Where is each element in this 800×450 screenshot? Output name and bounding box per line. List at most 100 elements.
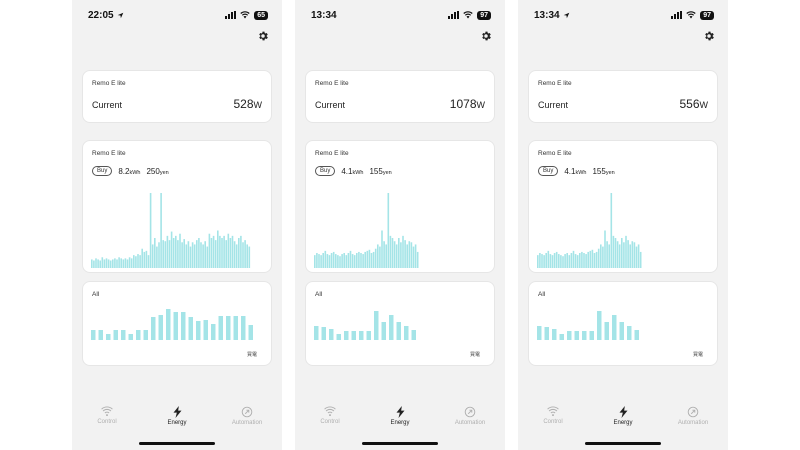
chart-bar: [400, 242, 402, 268]
chart-bar: [635, 246, 638, 268]
chart-bar: [120, 258, 122, 268]
daily-usage-chart: [91, 309, 253, 340]
chart-bar: [631, 241, 634, 268]
tab-automation[interactable]: Automation: [663, 406, 723, 426]
chart-bar: [414, 244, 417, 268]
chart-bar: [233, 241, 236, 268]
energy-usage-card[interactable]: Remo E lite Buy 4.1kWh 155yen: [305, 140, 495, 273]
chart-bar: [595, 251, 598, 268]
current-power-card[interactable]: Remo E lite Current 1078W: [305, 70, 495, 123]
energy-usage-card[interactable]: Remo E lite Buy 8.2kWh 250yen: [82, 140, 272, 273]
wifi-icon: [547, 406, 559, 417]
tab-control[interactable]: Control: [77, 406, 137, 426]
chart-bar: [585, 254, 587, 268]
chart-bar: [160, 193, 162, 268]
status-time: 13:34: [534, 10, 570, 21]
chart-bar: [121, 330, 126, 340]
chart-bar: [372, 251, 375, 268]
gear-icon[interactable]: [480, 30, 492, 42]
chart-bar: [246, 244, 248, 268]
chart-bar: [553, 253, 556, 268]
chart-bar: [149, 193, 152, 268]
chart-bar: [332, 251, 335, 268]
chart-bar: [185, 244, 188, 268]
chart-bar: [410, 242, 413, 268]
chart-bar: [151, 244, 154, 268]
chart-bar: [602, 246, 604, 268]
chart-bar: [98, 330, 103, 340]
chart-bar: [339, 256, 341, 268]
tab-automation[interactable]: Automation: [440, 406, 500, 426]
current-power-card[interactable]: Remo E lite Current 556W: [528, 70, 718, 123]
chart-bar: [221, 238, 223, 268]
chart-bar: [154, 238, 156, 268]
all-usage-card[interactable]: All 買電: [305, 281, 495, 366]
time-text: 13:34: [311, 9, 337, 21]
chart-bar: [359, 331, 364, 340]
status-bar: 13:34 97: [534, 8, 714, 22]
chart-bar: [223, 235, 225, 268]
all-usage-card[interactable]: All 買電: [82, 281, 272, 366]
chart-bar: [181, 242, 183, 268]
device-name: Remo E lite: [92, 150, 126, 157]
energy-usage-card[interactable]: Remo E lite Buy 4.1kWh 155yen: [528, 140, 718, 273]
chart-bar: [574, 254, 577, 268]
chart-bar: [217, 230, 219, 268]
gear-icon[interactable]: [703, 30, 715, 42]
chart-bar: [364, 251, 366, 268]
chart-bar: [314, 255, 316, 268]
usage-kwh: 4.1kWh: [564, 166, 587, 176]
status-time: 13:34: [311, 10, 337, 21]
time-text: 13:34: [534, 9, 560, 21]
location-arrow-icon: [117, 12, 123, 18]
chart-bar: [604, 322, 609, 340]
tab-label: Control: [97, 419, 117, 425]
chart-bar: [389, 235, 392, 268]
chart-bar: [203, 320, 208, 340]
chart-bar: [559, 334, 564, 340]
chart-bar: [145, 250, 148, 268]
tab-energy[interactable]: Energy: [147, 406, 207, 426]
time-text: 22:05: [88, 9, 114, 21]
chart-bar: [219, 235, 221, 268]
chart-bar: [147, 255, 150, 268]
home-indicator[interactable]: [362, 442, 438, 445]
home-indicator[interactable]: [585, 442, 661, 445]
chart-bar: [198, 238, 200, 268]
chart-bar: [621, 238, 623, 268]
chart-bar: [173, 312, 178, 340]
gear-icon[interactable]: [257, 30, 269, 42]
all-usage-card[interactable]: All 買電: [528, 281, 718, 366]
chart-bar: [211, 324, 216, 340]
tab-control[interactable]: Control: [523, 406, 583, 426]
tab-automation[interactable]: Automation: [217, 406, 277, 426]
chart-bar: [244, 240, 246, 268]
home-indicator[interactable]: [139, 442, 215, 445]
tab-energy[interactable]: Energy: [593, 406, 653, 426]
legend-buy-power: 買電: [246, 352, 257, 358]
chart-bar: [406, 244, 408, 268]
chart-bar: [229, 238, 232, 268]
tab-control[interactable]: Control: [300, 406, 360, 426]
status-bar: 13:34 97: [311, 8, 491, 22]
chart-bar: [537, 255, 539, 268]
chart-bar: [616, 241, 619, 268]
chart-bar: [568, 255, 571, 268]
chart-bar: [566, 253, 568, 268]
chart-bar: [629, 244, 631, 268]
tab-energy[interactable]: Energy: [370, 406, 430, 426]
chart-bar: [193, 244, 196, 268]
chart-bar: [106, 334, 111, 340]
chart-bar: [105, 258, 108, 268]
current-power-card[interactable]: Remo E lite Current 528W: [82, 70, 272, 123]
status-bar: 22:05 65: [88, 8, 268, 22]
chart-bar: [379, 246, 381, 268]
chart-bar: [103, 259, 106, 268]
daily-usage-chart: [537, 311, 639, 340]
chart-bar: [552, 329, 557, 340]
all-title: All: [92, 291, 100, 298]
chart-bar: [404, 326, 409, 340]
wifi-status-icon: [686, 11, 696, 19]
chart-bar: [555, 251, 558, 268]
chart-bar: [366, 331, 371, 340]
